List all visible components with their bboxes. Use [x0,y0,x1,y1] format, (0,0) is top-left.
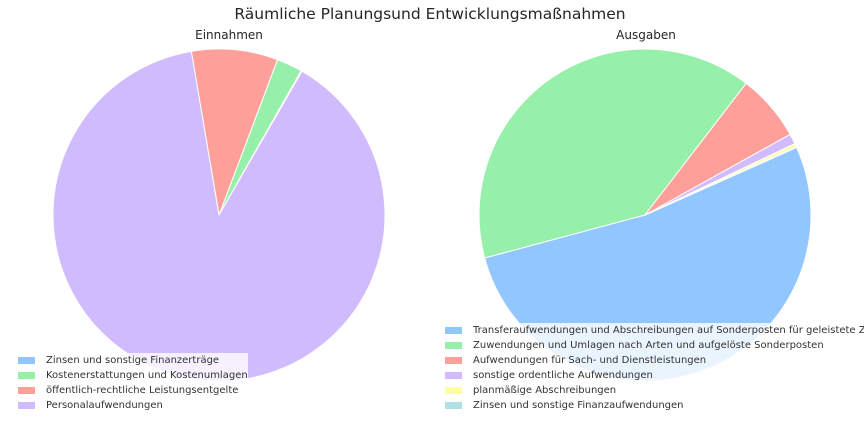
legend-swatch [18,372,35,379]
pie-einnahmen [52,48,386,382]
pie-slice-zuwendungen-und-umlagen-nach-arten-und-aufgeloste-sonderposten [478,48,747,259]
legend-item-sonstige-ordentliche-aufwendungen: sonstige ordentliche Aufwendungen [445,368,864,383]
legend-label: Zuwendungen und Umlagen nach Arten und a… [473,340,824,351]
legend-swatch [18,387,35,394]
legend-label: planmäßige Abschreibungen [473,385,617,396]
legend-swatch [445,342,462,349]
legend-label: sonstige ordentliche Aufwendungen [473,370,653,381]
legend-label: Kostenerstattungen und Kostenumlagen [46,370,248,381]
pie-title-ausgaben: Ausgaben [616,28,676,42]
legend-swatch [445,372,462,379]
legend-item-transferaufwendungen-und-abschreibungen-auf-sonderposten-fur-geleistete-zuwendungen: Transferaufwendungen und Abschreibungen … [445,323,864,338]
legend-label: Zinsen und sonstige Finanzaufwendungen [473,400,684,411]
legend-item-zinsen-und-sonstige-finanzaufwendungen: Zinsen und sonstige Finanzaufwendungen [445,398,864,413]
legend-swatch [445,327,462,334]
legend-einnahmen: Zinsen und sonstige Finanzerträge Kostene… [18,353,248,413]
legend-item-planmassige-abschreibungen: planmäßige Abschreibungen [445,383,864,398]
pie-slice-offentlich-rechtliche-leistungsentgelte [190,48,279,216]
legend-swatch [445,402,462,409]
figure-title: Räumliche Planungsund Entwicklungsmaßnah… [234,5,625,23]
legend-item-aufwendungen-fur-sach-und-dienstleistungen: Aufwendungen für Sach- und Dienstleistun… [445,353,864,368]
legend-label: öffentlich-rechtliche Leistungsentgelte [46,385,239,396]
legend-item-personalaufwendungen: Personalaufwendungen [18,398,248,413]
legend-label: Transferaufwendungen und Abschreibungen … [473,325,864,336]
legend-swatch [445,387,462,394]
legend-swatch [18,402,35,409]
legend-label: Aufwendungen für Sach- und Dienstleistun… [473,355,707,366]
legend-label: Personalaufwendungen [46,400,163,411]
legend-item-zinsen-und-sonstige-finanzertrage: Zinsen und sonstige Finanzerträge [18,353,248,368]
pie-title-einnahmen: Einnahmen [195,28,263,42]
legend-label: Zinsen und sonstige Finanzerträge [46,355,220,366]
legend-item-offentlich-rechtliche-leistungsentgelte: öffentlich-rechtliche Leistungsentgelte [18,383,248,398]
legend-item-zuwendungen-und-umlagen-nach-arten-und-aufgeloste-sonderposten: Zuwendungen und Umlagen nach Arten und a… [445,338,864,353]
pie-ausgaben [478,48,812,382]
legend-swatch [445,357,462,364]
pie-slice-zinsen-und-sonstige-finanzaufwendungen [644,146,798,216]
legend-ausgaben: Transferaufwendungen und Abschreibungen … [445,323,864,413]
legend-item-kostenerstattungen-und-kostenumlagen: Kostenerstattungen und Kostenumlagen [18,368,248,383]
legend-swatch [18,357,35,364]
